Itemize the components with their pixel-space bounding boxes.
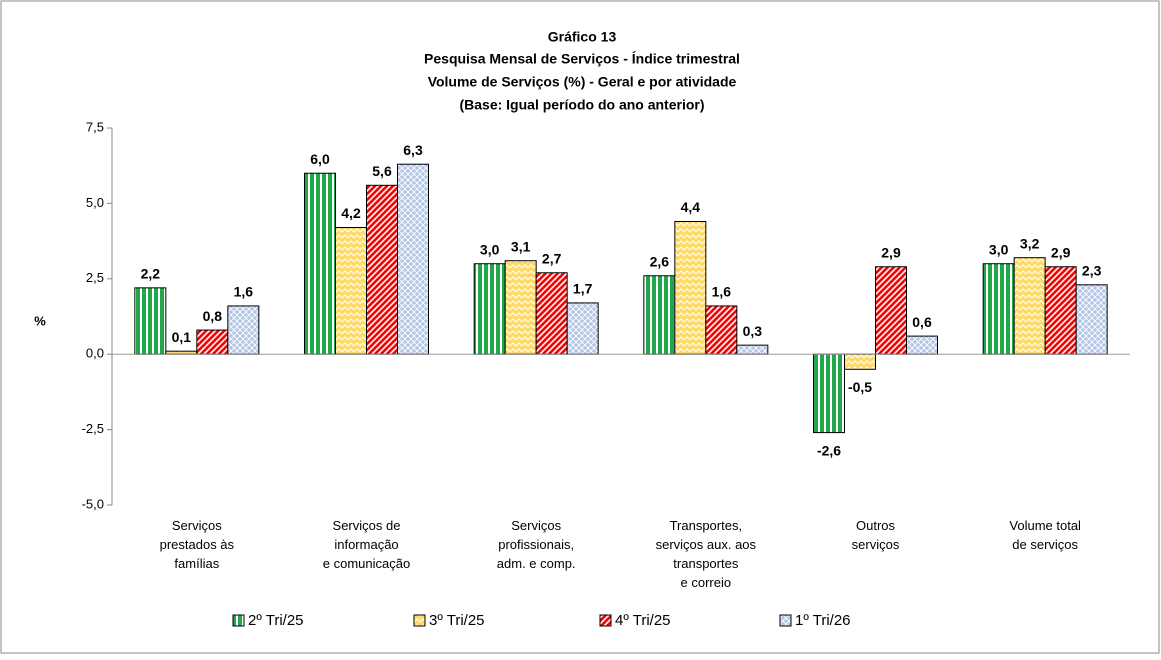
bar [473,263,506,355]
value-label: 2,6 [650,253,670,269]
value-label: 1,6 [234,284,254,300]
legend-swatch [779,614,792,627]
x-tick-label: Serviços de informação e comunicação [323,518,410,571]
value-label: 3,1 [511,238,531,254]
y-tick-label: 0,0 [86,346,104,361]
legend-label: 2º Tri/25 [248,612,304,629]
legend-swatch [599,614,612,627]
bar [705,305,738,355]
value-label: 4,2 [341,205,361,221]
value-label: -2,6 [817,442,841,458]
bar [504,260,537,355]
chart-subtitle: Pesquisa Mensal de Serviços - Índice tri… [424,51,740,67]
y-tick-label: -2,5 [82,421,104,436]
bar [227,305,260,355]
bar [1044,266,1077,355]
bar [134,287,167,355]
value-label: 2,2 [141,266,161,282]
bar [196,329,229,355]
value-label: 0,3 [743,323,763,339]
bar [844,353,876,370]
value-label: 2,7 [542,250,562,266]
value-label: -0,5 [848,379,872,395]
value-label: 0,1 [172,329,192,345]
bar [982,263,1015,355]
chart-subtitle: Volume de Serviços (%) - Geral e por ati… [428,74,737,90]
bar [1013,257,1046,355]
y-tick-label: 2,5 [86,270,104,285]
legend-label: 4º Tri/25 [615,612,671,629]
bar [535,272,568,355]
legend-swatch [232,614,245,627]
x-tick-label: Serviços profissionais, adm. e comp. [497,518,576,571]
value-label: 3,0 [480,241,500,257]
y-tick-label: 5,0 [86,195,104,210]
value-label: 2,3 [1082,263,1102,279]
x-tick-label: Outros serviços [852,518,900,552]
bar [674,220,707,355]
y-axis-label: % [34,313,46,328]
bar [813,353,845,434]
chart-title: Gráfico 13 [548,29,617,45]
bar [906,335,938,355]
value-label: 6,0 [310,151,330,167]
value-label: 0,6 [912,314,932,330]
bar [366,184,398,355]
bar [335,227,367,355]
x-tick-label: Volume total de serviços [1009,518,1081,552]
value-label: 4,4 [681,199,701,215]
value-label: 2,9 [881,244,901,260]
value-label: 3,0 [989,241,1009,257]
bar [397,163,429,355]
bar [1075,284,1108,355]
bar [875,266,907,355]
value-label: 5,6 [372,163,392,179]
value-label: 1,7 [573,281,593,297]
x-tick-label: Transportes, serviços aux. aos transportes… [656,518,757,590]
bar [736,344,769,355]
y-tick-label: -5,0 [82,496,104,511]
bar [566,302,599,355]
legend-swatch [413,614,426,627]
chart-subtitle: (Base: Igual período do ano anterior) [459,97,704,113]
y-tick-label: 7,5 [86,119,104,134]
value-label: 2,9 [1051,244,1071,260]
value-label: 6,3 [403,142,423,158]
value-label: 3,2 [1020,235,1040,251]
bar [643,275,676,355]
x-tick-label: Serviços prestados às famílias [160,518,235,571]
legend-label: 3º Tri/25 [429,612,485,629]
value-label: 1,6 [712,284,732,300]
bar [304,172,336,355]
value-label: 0,8 [203,308,223,324]
legend-label: 1º Tri/26 [795,612,851,629]
